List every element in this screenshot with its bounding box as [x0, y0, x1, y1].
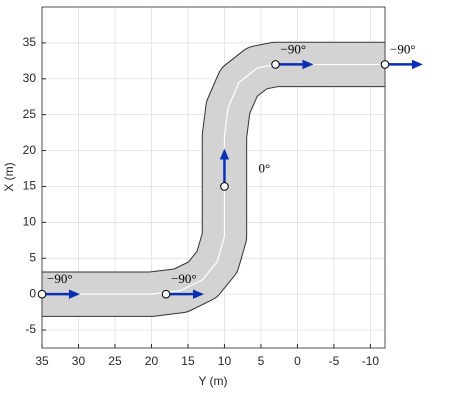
waypoint: [271, 60, 280, 69]
arrow-head: [411, 59, 423, 70]
x-tick-label: 25: [108, 354, 122, 368]
heading-label: −90°: [281, 41, 307, 56]
y-tick-label: 25: [23, 107, 37, 121]
x-tick-label: 35: [35, 354, 49, 368]
waypoint: [380, 60, 390, 69]
arrow-head: [302, 59, 314, 70]
y-tick-label: 20: [23, 143, 37, 157]
x-tick-label: 0: [294, 354, 301, 368]
axes-box: [41, 6, 386, 349]
waypoint: [37, 289, 47, 299]
waypoint: [220, 182, 229, 191]
arrow-head: [193, 289, 205, 299]
x-tick-label: -10: [362, 354, 380, 368]
x-axis-label: Y (m): [198, 374, 227, 388]
y-tick-label: 15: [23, 179, 37, 193]
waypoint: [161, 289, 171, 299]
heading-label: 0°: [258, 160, 270, 175]
heading-label: −90°: [390, 41, 416, 56]
arrow-head: [68, 289, 80, 299]
y-tick-label: -5: [25, 322, 36, 336]
y-tick-label: 5: [29, 250, 36, 264]
y-axis-label: X (m): [2, 162, 16, 191]
y-tick-label: 10: [23, 215, 37, 229]
heading-label: −90°: [171, 271, 197, 286]
x-tick-label: 15: [181, 354, 195, 368]
arrow-head: [219, 148, 230, 160]
heading-label: −90°: [47, 271, 73, 286]
x-tick-label: 5: [258, 354, 265, 368]
x-tick-label: -5: [329, 354, 340, 368]
x-tick-label: 20: [145, 354, 159, 368]
y-tick-label: 30: [23, 71, 37, 85]
x-tick-label: 10: [218, 354, 232, 368]
y-tick-label: 0: [29, 286, 36, 300]
x-tick-label: 30: [72, 354, 86, 368]
y-tick-label: 35: [23, 35, 37, 49]
